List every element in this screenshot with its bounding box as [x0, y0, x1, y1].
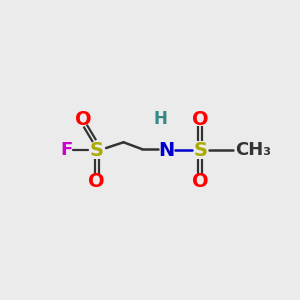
Text: S: S [193, 141, 207, 160]
Text: S: S [90, 141, 104, 160]
Text: O: O [88, 172, 105, 191]
Text: H: H [154, 110, 168, 128]
Text: O: O [74, 110, 91, 129]
Text: CH₃: CH₃ [236, 141, 272, 159]
Text: F: F [60, 141, 73, 159]
Text: N: N [158, 141, 175, 160]
Text: O: O [192, 110, 208, 129]
Text: O: O [192, 172, 208, 191]
